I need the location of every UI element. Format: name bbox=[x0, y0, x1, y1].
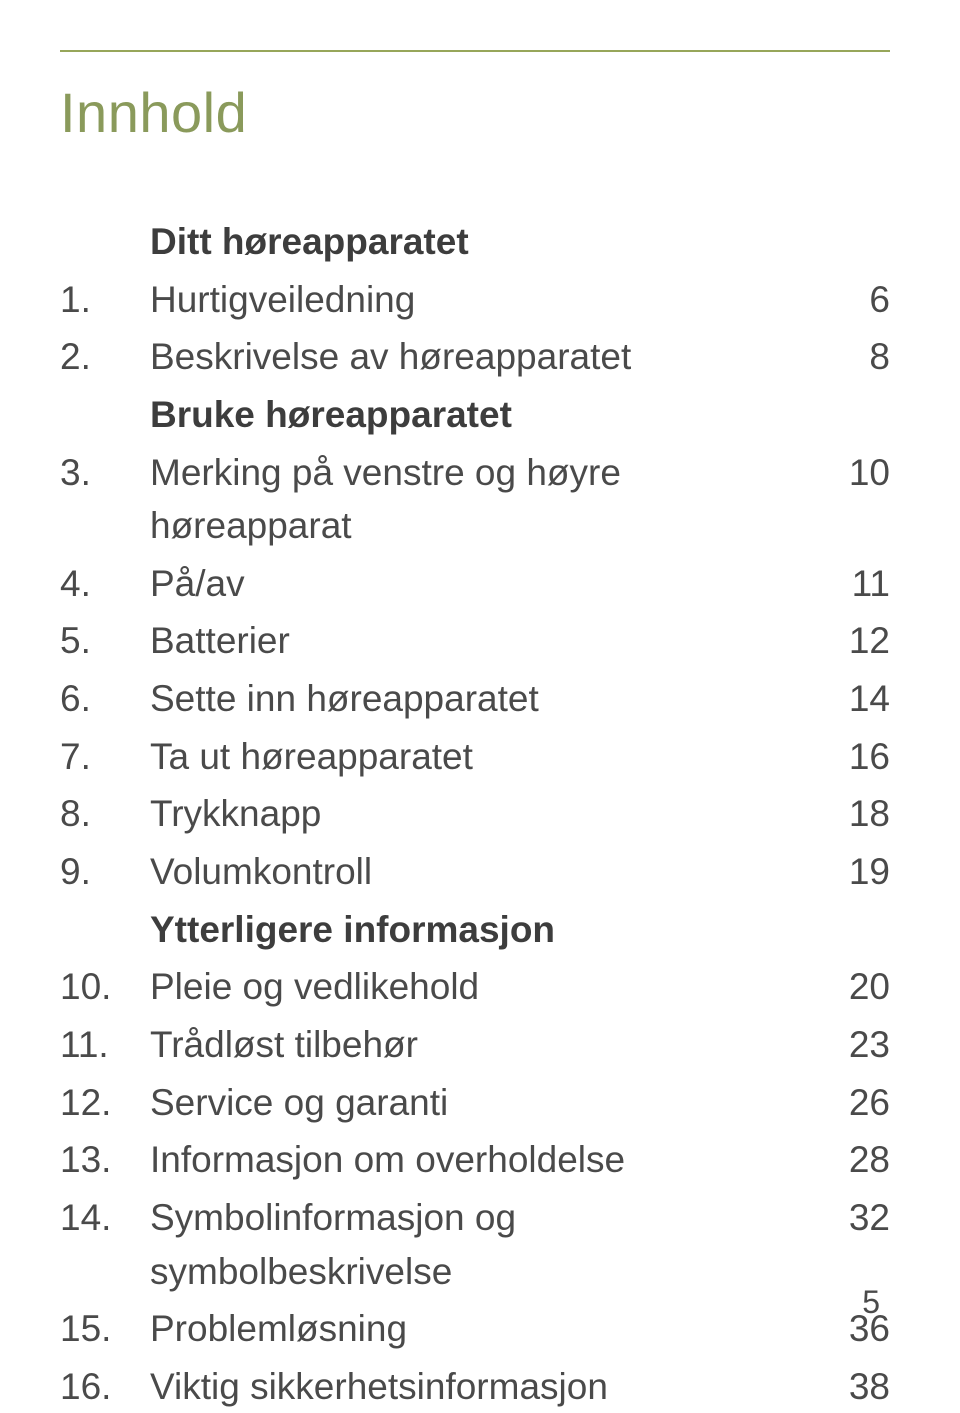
toc-item-page: 28 bbox=[810, 1133, 890, 1187]
toc-row: 3. Merking på venstre og høyre høreappar… bbox=[60, 446, 890, 553]
top-rule bbox=[60, 50, 890, 52]
toc-item-page: 32 bbox=[810, 1191, 890, 1245]
toc-item-label: Informasjon om overholdelse bbox=[150, 1133, 810, 1187]
toc-item-number: 10. bbox=[60, 960, 150, 1014]
toc-row: 15. Problemløsning 36 bbox=[60, 1302, 890, 1356]
page: Innhold Ditt høreapparatet 1. Hurtigveil… bbox=[0, 0, 960, 1376]
toc-item-number: 2. bbox=[60, 330, 150, 384]
toc-heading-label: Bruke høreapparatet bbox=[150, 388, 890, 442]
toc-item-label: Viktig sikkerhetsinformasjon bbox=[150, 1360, 810, 1413]
toc-item-label: Hurtigveiledning bbox=[150, 273, 810, 327]
toc-item-number: 7. bbox=[60, 730, 150, 784]
toc-item-number: 9. bbox=[60, 845, 150, 899]
page-title: Innhold bbox=[60, 80, 890, 145]
toc-row: 7. Ta ut høreapparatet 16 bbox=[60, 730, 890, 784]
toc-item-number: 16. bbox=[60, 1360, 150, 1413]
toc-item-label: Merking på venstre og høyre høreapparat bbox=[150, 446, 810, 553]
toc-item-page: 18 bbox=[810, 787, 890, 841]
toc-item-page: 19 bbox=[810, 845, 890, 899]
toc-item-label: Batterier bbox=[150, 614, 810, 668]
toc-item-label: Problemløsning bbox=[150, 1302, 810, 1356]
toc-row: 10. Pleie og vedlikehold 20 bbox=[60, 960, 890, 1014]
toc-item-label: Pleie og vedlikehold bbox=[150, 960, 810, 1014]
table-of-contents: Ditt høreapparatet 1. Hurtigveiledning 6… bbox=[60, 215, 890, 1413]
toc-heading-label: Ytterligere informasjon bbox=[150, 903, 890, 957]
toc-row: 8. Trykknapp 18 bbox=[60, 787, 890, 841]
toc-item-page: 14 bbox=[810, 672, 890, 726]
toc-item-number: 4. bbox=[60, 557, 150, 611]
toc-item-page: 8 bbox=[810, 330, 890, 384]
page-number: 5 bbox=[862, 1284, 880, 1321]
toc-item-page: 12 bbox=[810, 614, 890, 668]
toc-item-page: 11 bbox=[810, 557, 890, 611]
toc-item-number: 11. bbox=[60, 1018, 150, 1072]
toc-item-number: 15. bbox=[60, 1302, 150, 1356]
toc-item-label: Sette inn høreapparatet bbox=[150, 672, 810, 726]
toc-item-number: 1. bbox=[60, 273, 150, 327]
toc-row: 12. Service og garanti 26 bbox=[60, 1076, 890, 1130]
toc-item-page: 6 bbox=[810, 273, 890, 327]
toc-item-label: Service og garanti bbox=[150, 1076, 810, 1130]
toc-item-number: 8. bbox=[60, 787, 150, 841]
toc-row: 1. Hurtigveiledning 6 bbox=[60, 273, 890, 327]
toc-item-number: 6. bbox=[60, 672, 150, 726]
toc-section-heading: Bruke høreapparatet bbox=[60, 388, 890, 442]
toc-item-label: På/av bbox=[150, 557, 810, 611]
toc-row: 9. Volumkontroll 19 bbox=[60, 845, 890, 899]
toc-item-label: Beskrivelse av høreapparatet bbox=[150, 330, 810, 384]
toc-item-page: 26 bbox=[810, 1076, 890, 1130]
toc-heading-label: Ditt høreapparatet bbox=[150, 215, 890, 269]
toc-item-page: 23 bbox=[810, 1018, 890, 1072]
toc-item-number: 3. bbox=[60, 446, 150, 500]
toc-item-label: Symbolinformasjon og symbolbeskrivelse bbox=[150, 1191, 810, 1298]
toc-item-label: Trådløst tilbehør bbox=[150, 1018, 810, 1072]
toc-row: 16. Viktig sikkerhetsinformasjon 38 bbox=[60, 1360, 890, 1413]
toc-row: 4. På/av 11 bbox=[60, 557, 890, 611]
toc-item-number: 13. bbox=[60, 1133, 150, 1187]
toc-item-label: Trykknapp bbox=[150, 787, 810, 841]
toc-item-page: 20 bbox=[810, 960, 890, 1014]
toc-row: 5. Batterier 12 bbox=[60, 614, 890, 668]
toc-row: 14. Symbolinformasjon og symbolbeskrivel… bbox=[60, 1191, 890, 1298]
toc-item-page: 16 bbox=[810, 730, 890, 784]
toc-item-label: Ta ut høreapparatet bbox=[150, 730, 810, 784]
toc-item-label: Volumkontroll bbox=[150, 845, 810, 899]
toc-item-page: 10 bbox=[810, 446, 890, 500]
toc-item-number: 12. bbox=[60, 1076, 150, 1130]
toc-item-page: 38 bbox=[810, 1360, 890, 1413]
toc-row: 13. Informasjon om overholdelse 28 bbox=[60, 1133, 890, 1187]
toc-section-heading: Ditt høreapparatet bbox=[60, 215, 890, 269]
toc-row: 2. Beskrivelse av høreapparatet 8 bbox=[60, 330, 890, 384]
toc-row: 6. Sette inn høreapparatet 14 bbox=[60, 672, 890, 726]
toc-item-number: 14. bbox=[60, 1191, 150, 1245]
toc-row: 11. Trådløst tilbehør 23 bbox=[60, 1018, 890, 1072]
toc-item-number: 5. bbox=[60, 614, 150, 668]
toc-section-heading: Ytterligere informasjon bbox=[60, 903, 890, 957]
